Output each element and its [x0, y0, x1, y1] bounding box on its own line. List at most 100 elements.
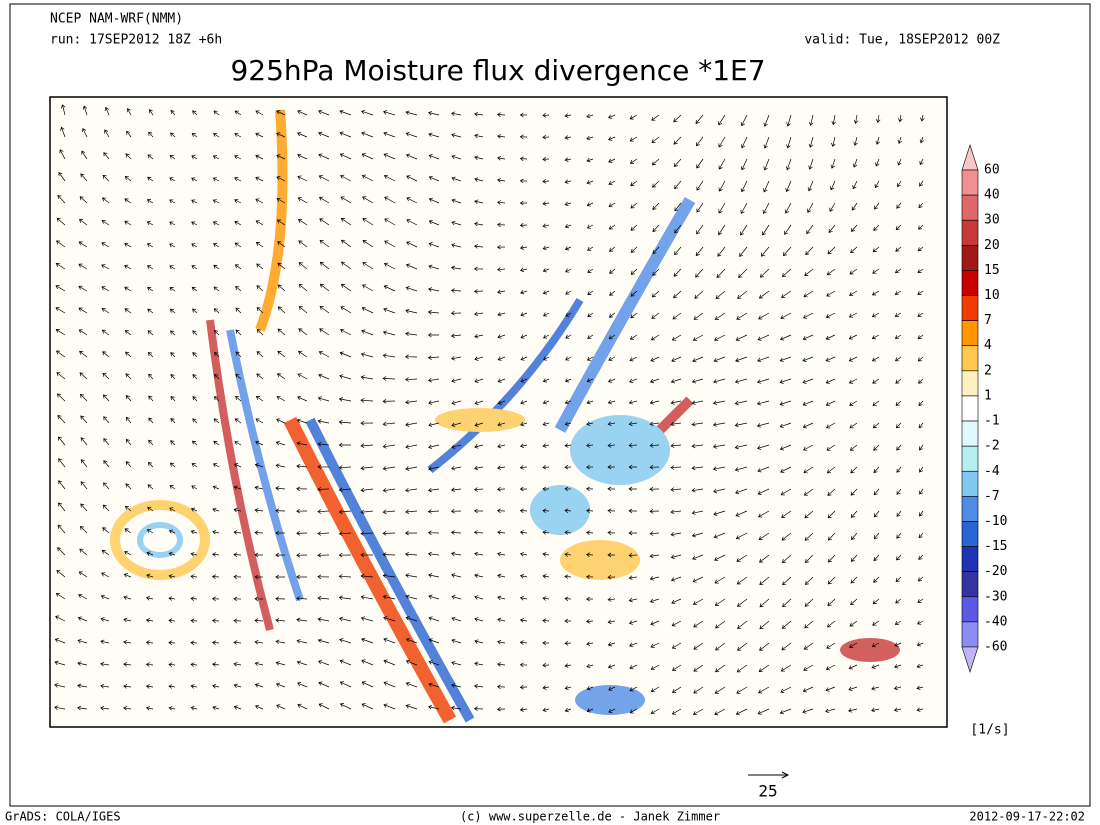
wind-arrow [298, 283, 308, 292]
wind-arrow [628, 508, 638, 514]
wind-arrow [871, 664, 880, 669]
wind-arrow [405, 153, 418, 160]
vector-scale-label: 25 [758, 782, 777, 801]
wind-arrow [298, 328, 308, 336]
wind-arrow [168, 662, 176, 667]
wind-arrow [58, 171, 66, 182]
wind-arrow [213, 110, 220, 116]
wind-arrow [873, 224, 880, 231]
wind-arrow [758, 510, 770, 518]
wind-arrow [145, 618, 154, 623]
wind-arrow [608, 334, 616, 340]
wind-arrow [254, 683, 264, 688]
wind-arrow [296, 617, 308, 623]
wind-arrow [234, 418, 242, 424]
wind-arrow [587, 312, 594, 317]
wind-arrow [542, 113, 550, 118]
wind-arrow [79, 393, 88, 402]
wind-arrow [317, 464, 330, 470]
wind-arrow [55, 329, 66, 336]
wind-arrow [190, 529, 198, 535]
wind-arrow [609, 246, 616, 252]
wind-arrow [275, 574, 285, 580]
wind-arrow [297, 373, 308, 380]
wind-arrow [340, 218, 352, 226]
wind-arrow [586, 508, 594, 513]
wind-arrow [405, 573, 418, 578]
wind-arrow [848, 686, 858, 692]
wind-arrow [671, 664, 682, 671]
wind-arrow [825, 378, 836, 384]
colorbar-label: -1 [984, 414, 1000, 429]
wind-arrow [652, 180, 660, 188]
wind-arrow [405, 637, 418, 644]
wind-arrow [213, 308, 220, 314]
wind-arrow [607, 552, 616, 558]
wind-arrow [649, 443, 660, 448]
wind-arrow [671, 642, 682, 649]
wind-arrow [497, 443, 506, 449]
wind-arrow [340, 283, 352, 292]
wind-arrow [473, 706, 484, 711]
wind-arrow [298, 306, 308, 314]
wind-arrow [670, 509, 682, 515]
wind-arrow [849, 268, 858, 275]
wind-arrow [520, 421, 528, 427]
wind-arrow [893, 707, 902, 713]
wind-arrow [735, 488, 748, 495]
wind-arrow [212, 705, 220, 711]
wind-arrow [519, 486, 528, 492]
wind-arrow [696, 180, 704, 191]
wind-arrow [256, 329, 264, 336]
wind-arrow [542, 399, 550, 405]
wind-arrow [101, 308, 110, 314]
wind-arrow [100, 594, 110, 600]
wind-arrow [256, 285, 264, 292]
wind-arrow [57, 524, 66, 534]
wind-arrow [695, 114, 704, 124]
wind-arrow [894, 620, 902, 625]
wind-arrow [917, 598, 924, 603]
wind-arrow [848, 334, 858, 340]
wind-arrow [339, 638, 352, 644]
colorbar-box [961, 470, 979, 497]
wind-arrow [650, 334, 660, 341]
wind-arrow [650, 708, 660, 715]
wind-arrow [191, 463, 198, 468]
wind-arrow [451, 356, 462, 361]
wind-arrow [917, 576, 924, 582]
wind-arrow [586, 574, 594, 580]
wind-arrow [519, 618, 528, 623]
wind-arrow [564, 443, 572, 448]
wind-arrow [256, 307, 264, 314]
wind-arrow [275, 661, 286, 666]
wind-arrow [564, 201, 572, 207]
wind-arrow [497, 422, 506, 427]
wind-arrow [362, 240, 374, 248]
field-patch [283, 416, 457, 724]
wind-arrow [894, 642, 902, 647]
wind-arrow [450, 487, 462, 493]
wind-arrow [362, 218, 374, 226]
wind-arrow [296, 552, 308, 558]
wind-arrow [586, 663, 594, 669]
colorbar-label: 4 [984, 338, 992, 353]
wind-arrow [212, 221, 220, 226]
wind-arrow [848, 708, 858, 713]
wind-arrow [564, 530, 572, 535]
wind-arrow [275, 440, 286, 446]
wind-arrow [497, 400, 506, 405]
wind-arrow [918, 400, 924, 407]
wind-vectors [54, 104, 925, 716]
wind-arrow [474, 661, 484, 667]
wind-arrow [146, 529, 154, 534]
wind-arrow [894, 312, 902, 317]
wind-arrow [848, 312, 858, 318]
wind-arrow [587, 334, 594, 339]
wind-arrow [80, 481, 88, 490]
wind-arrow [406, 175, 418, 182]
wind-arrow [650, 686, 660, 693]
wind-arrow [628, 464, 638, 470]
wind-arrow [317, 595, 330, 601]
wind-arrow [670, 421, 682, 427]
